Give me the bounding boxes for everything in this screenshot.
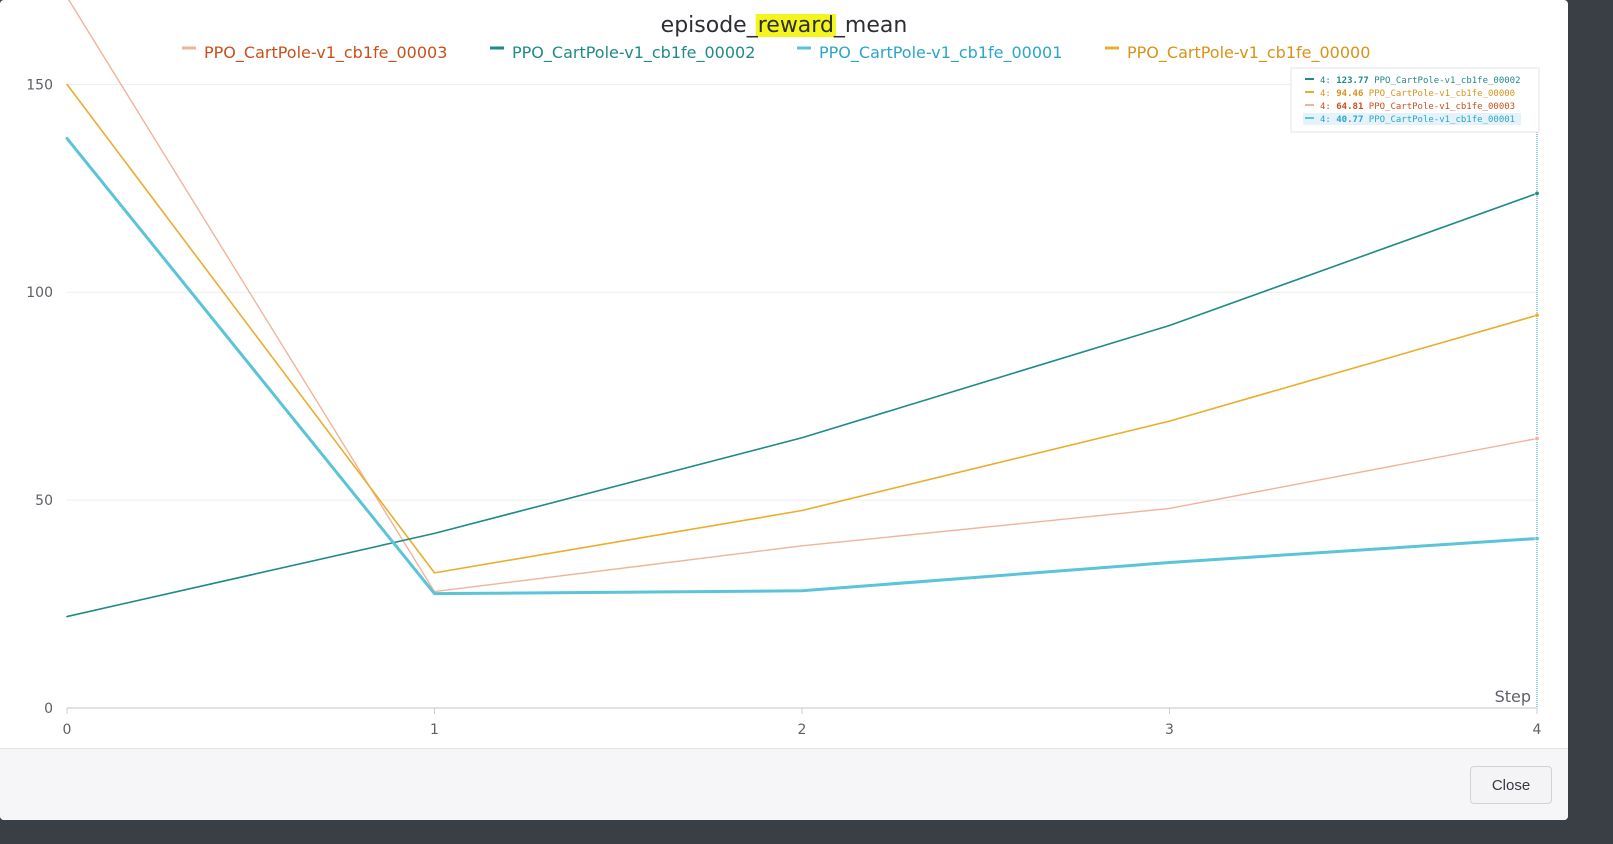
hover-point <box>1534 436 1540 442</box>
y-tick-label: 100 <box>26 285 53 301</box>
modal-footer: Close <box>0 748 1568 820</box>
legend-label: PPO_CartPole-v1_cb1fe_00002 <box>512 43 755 63</box>
y-tick-label: 50 <box>35 493 53 509</box>
hover-entry-text: 4: 40.77 PPO_CartPole-v1_cb1fe_00001 <box>1320 115 1515 125</box>
legend-item[interactable]: PPO_CartPole-v1_cb1fe_00003 <box>182 43 447 63</box>
hover-entry-highlight <box>1303 113 1521 125</box>
hover-entry-text: 4: 123.77 PPO_CartPole-v1_cb1fe_00002 <box>1320 76 1521 86</box>
hover-entry: 4: 94.46 PPO_CartPole-v1_cb1fe_00000 <box>1305 89 1515 99</box>
chart-modal: episode_reward_mean PPO_CartPole-v1_cb1f… <box>0 0 1568 820</box>
chart-title: episode_reward_mean <box>661 13 908 38</box>
hover-layer <box>1534 68 1540 708</box>
y-tick-label: 0 <box>44 701 53 717</box>
chart-grid: 0 50 100 150 <box>26 77 1537 717</box>
legend-item[interactable]: PPO_CartPole-v1_cb1fe_00002 <box>490 43 755 63</box>
x-axis-label: Step <box>1495 687 1531 706</box>
legend-label: PPO_CartPole-v1_cb1fe_00001 <box>819 43 1062 63</box>
x-tick-label: 4 <box>1533 722 1542 738</box>
hover-entry-text: 4: 94.46 PPO_CartPole-v1_cb1fe_00000 <box>1320 89 1515 99</box>
title-part-1: reward <box>758 13 834 38</box>
legend-label: PPO_CartPole-v1_cb1fe_00000 <box>1127 43 1370 63</box>
legend-label: PPO_CartPole-v1_cb1fe_00003 <box>204 43 447 63</box>
chart-legend: PPO_CartPole-v1_cb1fe_00003 PPO_CartPole-… <box>182 43 1370 63</box>
hover-entry: 4: 123.77 PPO_CartPole-v1_cb1fe_00002 <box>1305 76 1521 86</box>
hover-point <box>1534 312 1540 318</box>
legend-item[interactable]: PPO_CartPole-v1_cb1fe_00000 <box>1105 43 1370 63</box>
hover-point <box>1534 535 1540 541</box>
close-button[interactable]: Close <box>1470 766 1552 804</box>
x-tick-label: 3 <box>1165 722 1174 738</box>
line-chart[interactable]: episode_reward_mean PPO_CartPole-v1_cb1f… <box>0 0 1568 748</box>
x-tick-label: 0 <box>63 722 72 738</box>
series-line[interactable] <box>67 0 1538 593</box>
x-tick-label: 1 <box>430 722 439 738</box>
title-part-2: _mean <box>833 13 907 38</box>
y-tick-label: 150 <box>26 77 53 93</box>
series-line[interactable] <box>66 83 1538 574</box>
hover-entry-text: 4: 64.81 PPO_CartPole-v1_cb1fe_00003 <box>1320 102 1515 112</box>
hover-tooltip: 4: 123.77 PPO_CartPole-v1_cb1fe_00002 4: … <box>1290 67 1540 133</box>
series-lines <box>65 0 1539 618</box>
title-highlight <box>755 14 836 37</box>
series-line[interactable] <box>66 192 1538 618</box>
hover-point <box>1534 190 1540 196</box>
hover-entry: 4: 40.77 PPO_CartPole-v1_cb1fe_00001 <box>1303 113 1521 125</box>
chart-panel: episode_reward_mean PPO_CartPole-v1_cb1f… <box>0 0 1568 748</box>
x-tick-label: 2 <box>798 722 807 738</box>
series-line[interactable] <box>65 136 1539 596</box>
title-part-0: episode_ <box>661 13 759 38</box>
hover-entry: 4: 64.81 PPO_CartPole-v1_cb1fe_00003 <box>1305 102 1515 112</box>
legend-item[interactable]: PPO_CartPole-v1_cb1fe_00001 <box>797 43 1062 63</box>
